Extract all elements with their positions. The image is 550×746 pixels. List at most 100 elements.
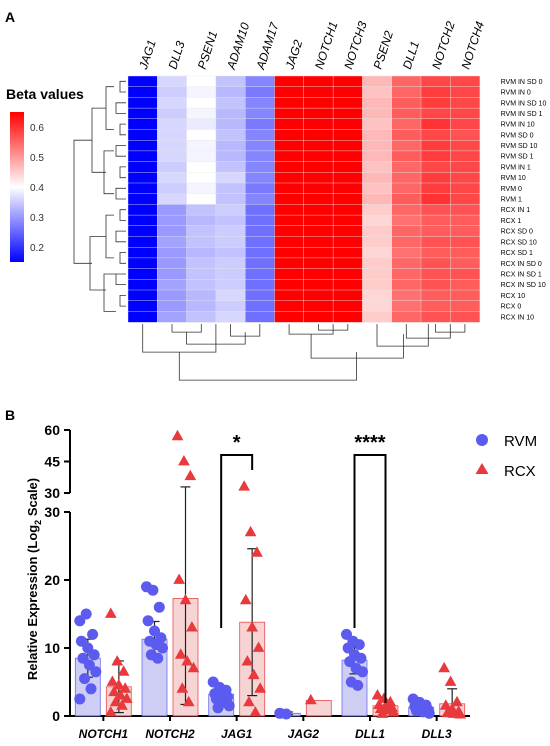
heatmap-cell [362,118,393,131]
heatmap-cell [391,161,422,173]
rcx-point [252,641,265,652]
heatmap-cell [274,289,305,302]
heatmap-cell [157,246,188,259]
y-axis-lower [69,512,470,717]
heatmap-cell [274,300,305,312]
heatmap-cell [274,75,305,88]
heatmap-cell [274,172,305,184]
heatmap-cell [186,118,217,131]
heatmap-cell [332,172,363,184]
heatmap-cell [274,257,305,270]
rvm-point [352,679,364,691]
heatmap-cell [362,311,393,323]
heatmap-cell [244,129,275,141]
y-axis-title: Relative Expression (Log2 Scale) [25,478,43,680]
heatmap-cell [303,172,334,184]
heatmap-cell [420,236,451,248]
heatmap-row-label: RVM IN SD 10 [501,100,547,107]
heatmap-cell [244,107,275,120]
heatmap-cell [303,182,334,195]
heatmap-cell [332,289,363,302]
heatmap-cell [215,257,246,270]
heatmap-cell [450,257,481,270]
heatmap-cell [186,107,217,120]
legend-rvm-marker [476,434,488,446]
colorbar-tick-label: 0.4 [30,183,44,194]
heatmap-cell [215,161,246,173]
y-axis-title-end: Scale) [25,478,40,520]
heatmap-cell [244,204,275,216]
heatmap-cell [391,246,422,259]
heatmap-cell [244,75,275,88]
heatmap-cell [450,97,481,109]
heatmap-cell [274,139,305,152]
heatmap-cell [186,182,217,195]
rcx-point [116,699,128,710]
rcx-point [108,685,120,697]
heatmap-cell [244,257,275,270]
rcx-point [119,682,132,693]
heatmap-cell [362,246,393,259]
heatmap-cell [362,204,393,216]
rcx-point [444,675,457,686]
heatmap-cell [303,246,334,259]
heatmap-cell [303,300,334,312]
rvm-point [88,649,100,661]
heatmap-cell [332,150,363,163]
heatmap-column-label: NOTCH3 [341,19,370,71]
heatmap-cell [420,268,451,280]
heatmap-cell [157,75,188,88]
colorbar-tick-label: 0.6 [30,123,44,134]
rcx-point [244,525,257,537]
heatmap-cell [303,193,334,205]
heatmap-cell [127,107,158,120]
heatmap-row-label: RCX IN SD 1 [501,272,542,279]
heatmap-cell [303,214,334,227]
legend-rvm-label: RVM [504,433,537,450]
heatmap-cell [186,129,217,141]
bar-chart: 0 10 20 30 30 45 60 Relative Expression (Log2 S… [25,422,537,741]
heatmap-cell [450,204,481,216]
rcx-point [254,682,266,693]
rcx-point [117,665,130,676]
y-tick-label: 10 [44,640,60,656]
rcx-point [184,469,197,481]
heatmap-cell [215,225,246,238]
heatmap-cell [157,97,188,109]
heatmap-cell [186,214,217,227]
heatmap-cell [391,193,422,205]
y-tick-label: 60 [44,422,60,438]
heatmap-cell [362,139,393,152]
rcx-point [174,648,187,659]
heatmap-cell [215,236,246,248]
heatmap-cell [332,129,363,141]
heatmap-cell [332,97,363,109]
heatmap-row-label: RVM SD 0 [501,132,534,139]
heatmap-cell [303,129,334,141]
heatmap-cell [362,300,393,312]
heatmap-cell [244,225,275,238]
rcx-point [438,661,450,673]
heatmap-column-label: ADAM17 [253,20,282,72]
heatmap-cell [186,204,217,216]
rcx-point [247,668,260,680]
heatmap-cell [215,311,246,323]
heatmap-cell [450,311,481,323]
heatmap-cell [391,107,422,120]
rcx-point [171,429,184,441]
heatmap-cell [215,150,246,163]
heatmap-cell [215,75,246,88]
heatmap-column-label: DLL1 [400,39,422,71]
heatmap-cell [303,86,334,98]
heatmap-row-label: RVM 10 [501,175,526,182]
heatmap-cell [450,279,481,291]
heatmap-cell [332,182,363,195]
rcx-point [305,693,317,705]
heatmap-cell [157,172,188,184]
heatmap-cell [244,172,275,184]
heatmap-row-label: RVM IN 1 [501,164,531,171]
rvm-point [212,702,224,714]
rcx-point [105,607,117,618]
heatmap-cell [274,86,305,98]
rcx-point [106,675,119,686]
